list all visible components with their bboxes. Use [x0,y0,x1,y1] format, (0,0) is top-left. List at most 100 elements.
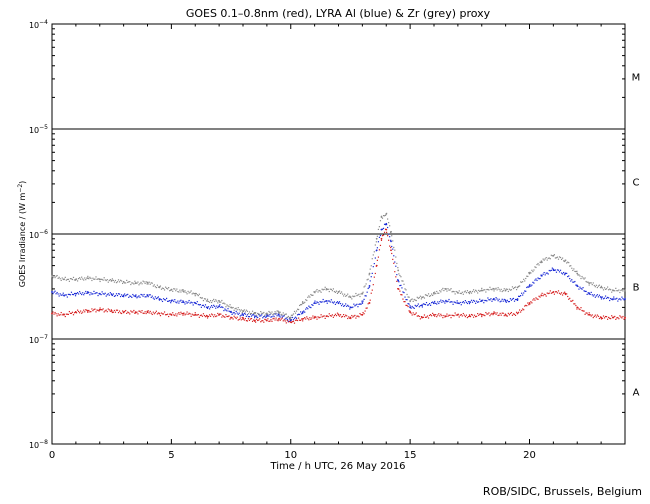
series-0-trace-dot [65,313,67,315]
series-2-trace-dot [67,278,69,280]
series-2-point [86,277,89,280]
series-0-trace-dot [405,304,407,306]
series-2-trace-dot [149,283,151,285]
series-1-trace-dot [573,281,575,283]
series-0-trace-dot [427,317,430,319]
series-2-trace-dot [536,263,538,266]
series-0-trace-dot [140,311,142,314]
series-1-trace-dot [224,308,226,310]
series-1-trace-dot [556,269,559,271]
series-0-trace-dot [521,309,523,312]
series-1-trace-dot [426,304,429,306]
series-2-trace-dot [580,277,582,280]
series-2-trace-dot [402,280,404,282]
series-0-trace-dot [573,303,575,305]
series-0-trace-dot [491,312,493,315]
series-1-trace-dot [358,303,360,306]
series-1-trace-dot [460,304,462,306]
series-1-trace-dot [293,317,296,319]
series-2-trace-dot [353,295,355,298]
series-1-trace-dot [442,300,444,302]
series-1-trace-dot [459,301,461,304]
series-0-trace-dot [70,312,73,314]
series-2-trace-dot [406,293,408,296]
series-2-trace-dot [112,279,114,282]
series-0-trace-dot [251,320,254,322]
series-0-trace-dot [497,314,499,317]
series-0-trace-dot [309,317,311,319]
series-1-trace-dot [172,299,174,301]
series-0-point [540,294,543,297]
series-1-trace-dot [66,296,68,298]
series-1-trace-dot [528,286,530,288]
series-0-trace-dot [114,311,117,313]
series-0-trace-dot [226,315,228,318]
series-1-trace-dot [64,294,66,296]
series-2-trace-dot [115,282,118,284]
series-0-trace-dot [519,309,521,311]
series-2-trace-dot [329,288,331,290]
series-2-trace-dot [146,283,148,285]
series-0-trace-dot [485,311,487,314]
series-2-trace-dot [281,314,283,316]
series-1-trace-dot [509,298,511,300]
series-2-trace-dot [573,268,575,270]
series-1-trace-dot [130,295,132,297]
series-1-trace-dot [550,269,552,271]
series-1-trace-dot [382,227,385,230]
series-1-trace-dot [65,294,67,296]
series-2-trace-dot [560,258,563,261]
series-1-trace-dot [138,295,140,297]
series-1-trace-dot [505,301,507,303]
series-1-trace-dot [299,313,301,316]
series-1-trace-dot [129,295,131,297]
series-1-trace-dot [359,303,361,305]
series-0-trace-dot [453,315,455,317]
series-0-trace-dot [394,271,396,273]
series-0-trace-dot [341,315,344,318]
series-0-trace-dot [576,308,578,310]
series-2-trace-dot [478,289,480,292]
series-2-trace-dot [183,291,185,293]
series-0-trace-dot [201,315,204,317]
series-1-trace-dot [595,295,597,297]
series-2-trace-dot [270,313,272,315]
series-1-trace-dot [198,304,200,306]
series-0-trace-dot [334,313,337,315]
series-0-trace-dot [295,319,298,321]
series-1-trace-dot [223,309,225,312]
series-1-trace-dot [209,306,212,308]
series-0-trace-dot [551,292,553,294]
series-2-point [540,260,543,263]
series-0-trace-dot [586,312,588,314]
series-0-trace-dot [113,309,116,312]
series-2-trace-dot [119,279,122,281]
series-1-trace-dot [73,292,76,295]
series-2-trace-dot [68,280,70,282]
series-0-trace-dot [233,315,235,317]
series-1-trace-dot [253,317,256,319]
series-2-trace-dot [180,291,182,293]
series-1-trace-dot [312,304,314,306]
series-0-trace-dot [255,321,257,323]
series-0-trace-dot [581,309,583,312]
series-1-trace-dot [70,291,73,293]
series-1-trace-dot [357,306,359,308]
series-2-trace-dot [325,289,327,291]
series-0-trace-dot [291,321,294,323]
series-1-trace-dot [608,297,610,299]
series-2-trace-dot [259,313,261,316]
series-0-trace-dot [402,298,404,300]
series-0-trace-dot [86,309,88,311]
series-0-trace-dot [441,314,443,317]
series-0-trace-dot [388,239,390,241]
series-1-trace-dot [265,316,267,319]
series-1-trace-dot [490,298,492,300]
series-1-trace-dot [619,298,621,300]
series-0-point [397,288,400,290]
series-2-trace-dot [582,277,584,279]
series-1-trace-dot [616,297,618,299]
series-0-trace-dot [439,315,441,317]
series-1-trace-dot [471,301,474,303]
series-1-trace-dot [302,312,304,314]
